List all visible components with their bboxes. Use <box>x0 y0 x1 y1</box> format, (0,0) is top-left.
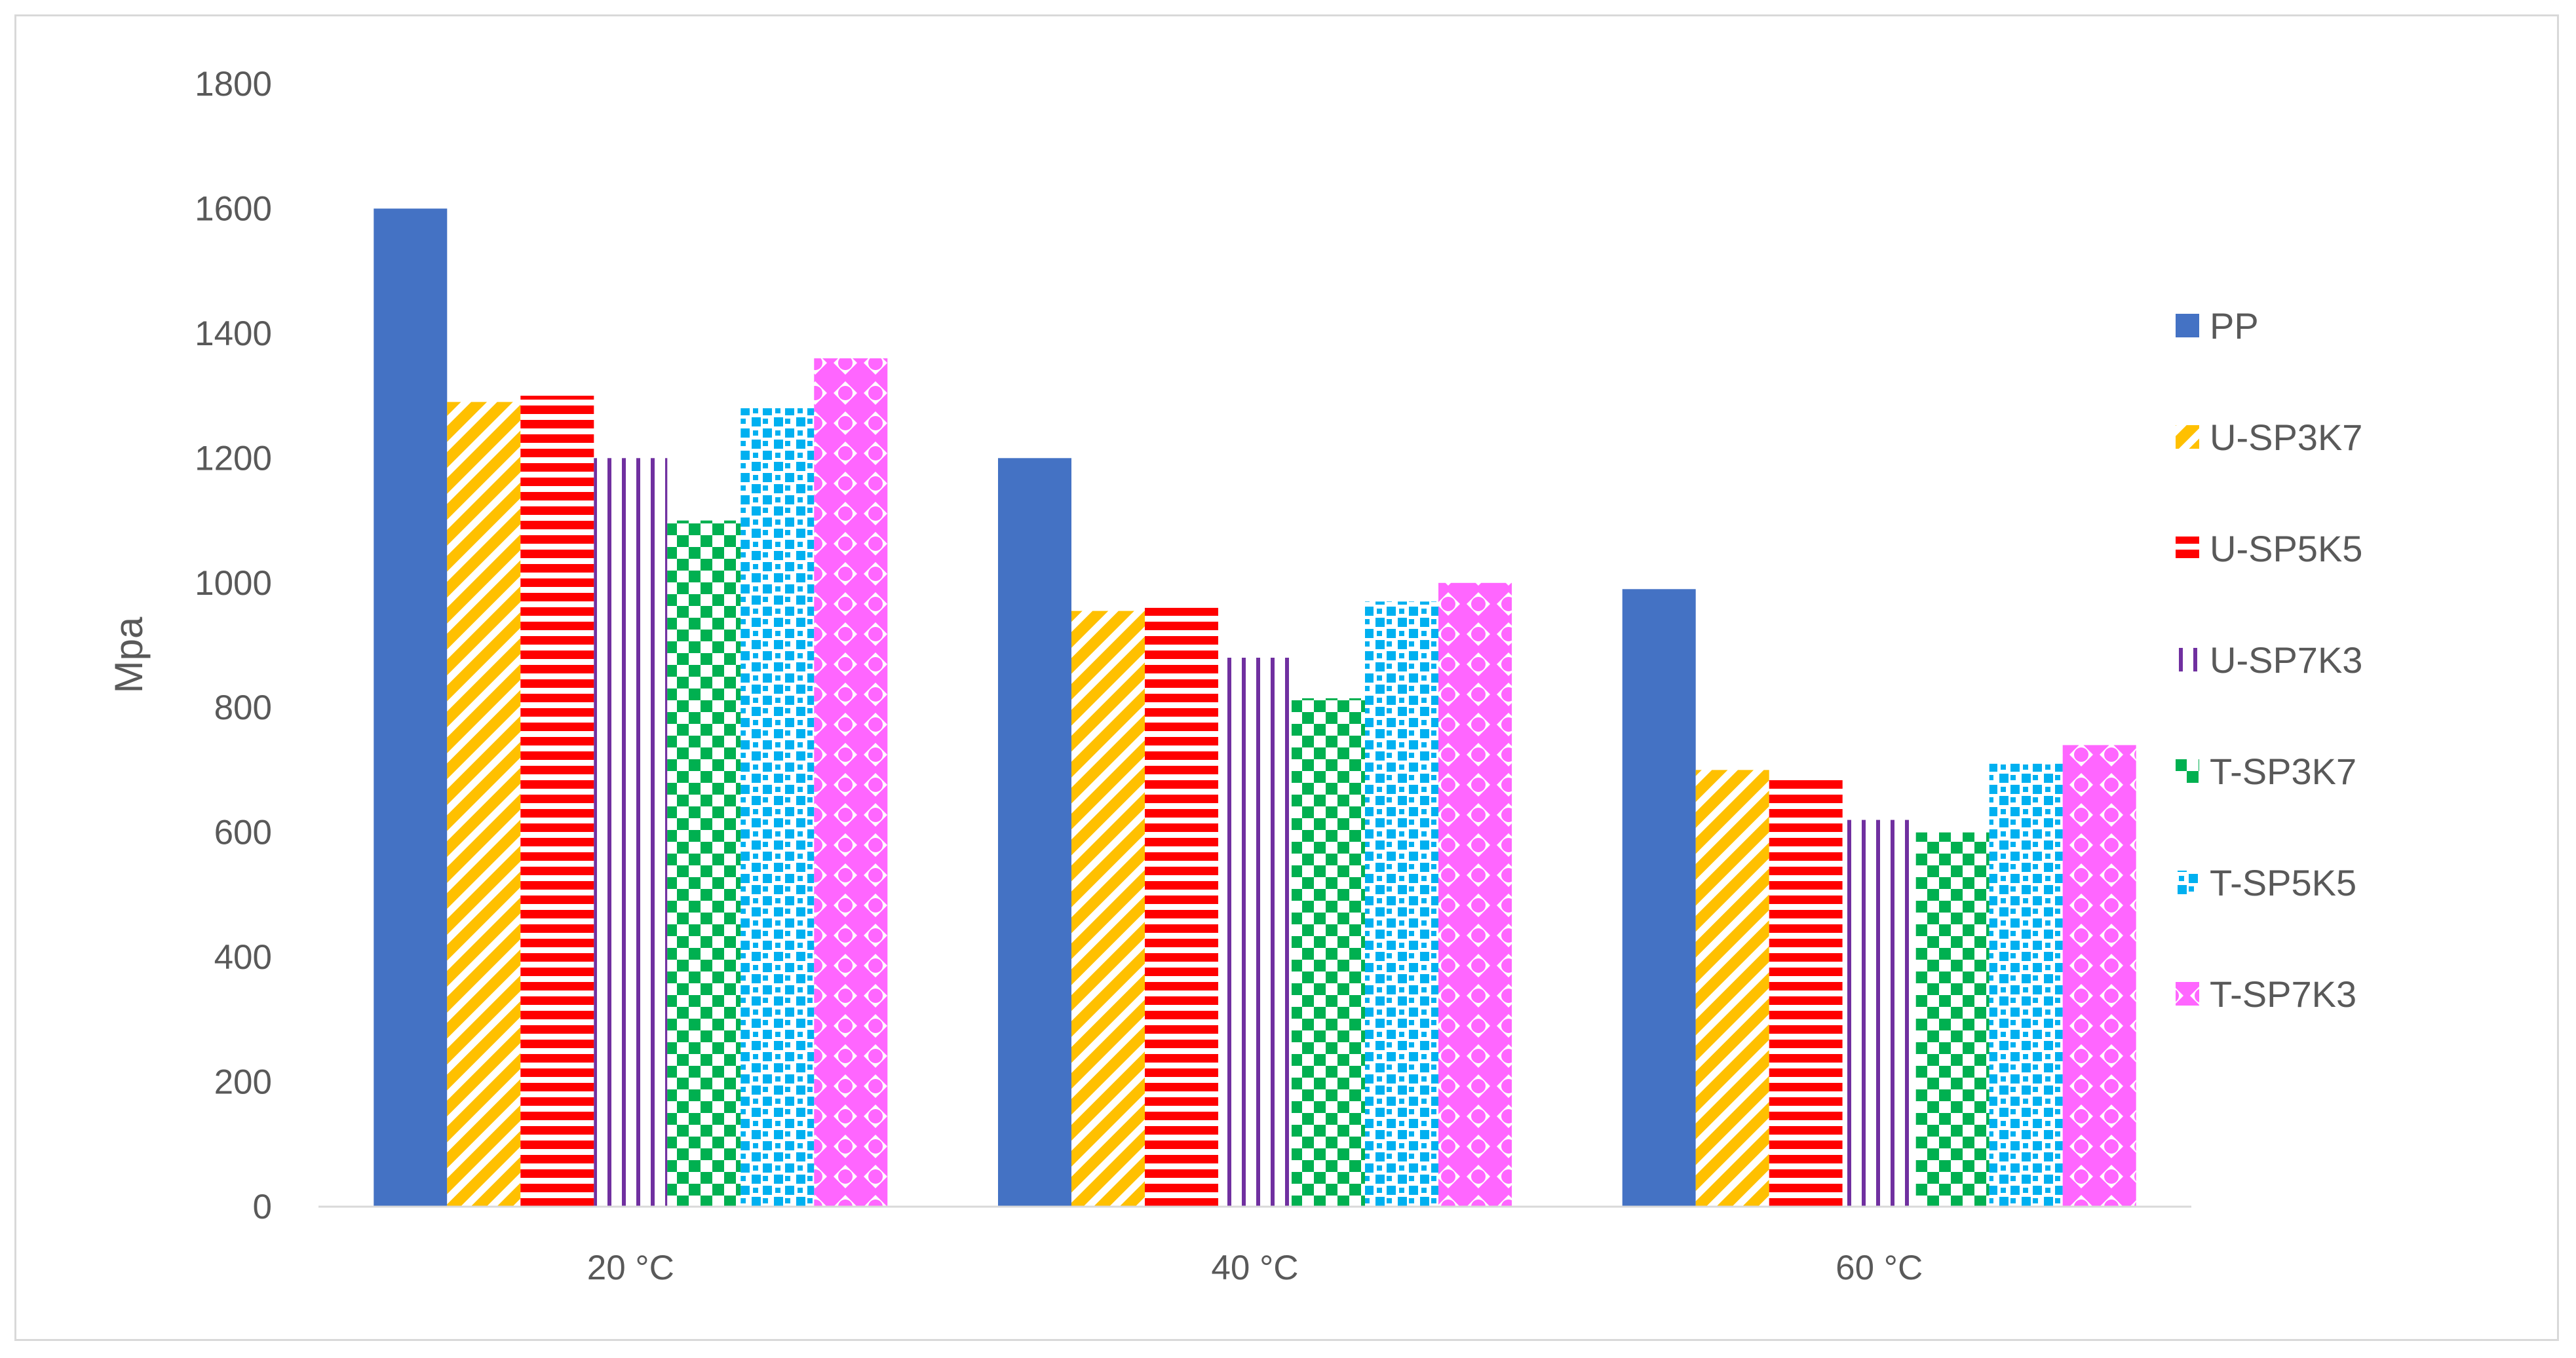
bar-t-sp5k5-1 <box>740 408 815 1207</box>
legend: PP U-SP3K7 U-SP5K5 U-SP7K3 T-SP3K7 T-SP5K5 T-S… <box>2176 305 2362 1015</box>
bar-u-sp5k5-2 <box>1145 607 1218 1207</box>
y-tick-label: 400 <box>214 938 272 977</box>
legend-key-t-sp7k3 <box>2176 982 2199 1006</box>
legend-key-t-sp3k7 <box>2176 759 2199 783</box>
bar-u-sp3k7-1 <box>447 402 521 1207</box>
x-tick-label: 40 °C <box>1211 1249 1298 1287</box>
bar-t-sp7k3-3 <box>2062 745 2136 1207</box>
bar-u-sp7k3-1 <box>594 458 668 1207</box>
legend-key-u-sp3k7 <box>2176 425 2199 449</box>
legend-label: PP <box>2210 305 2259 347</box>
y-tick-label: 0 <box>253 1188 272 1226</box>
legend-label: T-SP5K5 <box>2210 862 2356 903</box>
bar-pp-3 <box>1622 589 1696 1207</box>
bar-pp-2 <box>998 458 1071 1207</box>
y-tick-label: 800 <box>214 688 272 727</box>
legend-label: T-SP7K3 <box>2210 973 2356 1015</box>
x-axis-ticks: 20 °C 40 °C 60 °C <box>587 1249 1923 1287</box>
bar-u-sp5k5-1 <box>520 396 594 1207</box>
y-tick-label: 1000 <box>195 564 272 603</box>
legend-label: U-SP5K5 <box>2210 528 2362 569</box>
x-tick-label: 20 °C <box>587 1249 674 1287</box>
bar-t-sp3k7-1 <box>667 520 741 1207</box>
bar-t-sp3k7-3 <box>1915 832 1990 1207</box>
bar-u-sp5k5-3 <box>1769 779 1843 1207</box>
bar-t-sp5k5-3 <box>1989 763 2063 1207</box>
chart-frame: 0 200 400 600 800 1000 1200 1400 1600 1800 20 °C 4… <box>14 14 2559 1341</box>
bar-t-sp7k3-1 <box>814 358 888 1207</box>
y-axis-title: Mpa <box>107 616 151 693</box>
legend-key-u-sp5k5 <box>2176 537 2199 560</box>
bars-group <box>374 208 2136 1207</box>
legend-key-t-sp5k5 <box>2176 871 2199 894</box>
bar-u-sp7k3-2 <box>1218 658 1292 1207</box>
legend-key-pp <box>2176 314 2199 337</box>
legend-label: T-SP3K7 <box>2210 751 2356 792</box>
y-tick-label: 600 <box>214 814 272 852</box>
bar-u-sp3k7-3 <box>1695 770 1769 1207</box>
y-tick-label: 1400 <box>195 314 272 353</box>
bar-u-sp7k3-3 <box>1842 820 1916 1207</box>
bar-pp-1 <box>374 208 448 1207</box>
y-tick-label: 1800 <box>195 65 272 104</box>
y-tick-label: 200 <box>214 1063 272 1102</box>
legend-label: U-SP3K7 <box>2210 417 2362 458</box>
bar-t-sp7k3-2 <box>1438 582 1512 1207</box>
y-tick-label: 1600 <box>195 189 272 228</box>
bar-u-sp3k7-2 <box>1071 611 1145 1207</box>
y-axis-ticks: 0 200 400 600 800 1000 1200 1400 1600 1800 <box>195 65 272 1226</box>
bar-chart: 0 200 400 600 800 1000 1200 1400 1600 1800 20 °C 4… <box>107 65 2362 1287</box>
bar-t-sp3k7-2 <box>1292 698 1365 1207</box>
bar-t-sp5k5-2 <box>1365 601 1438 1207</box>
legend-key-u-sp7k3 <box>2176 648 2199 671</box>
legend-label: U-SP7K3 <box>2210 639 2362 681</box>
x-tick-label: 60 °C <box>1836 1249 1923 1287</box>
y-tick-label: 1200 <box>195 439 272 478</box>
